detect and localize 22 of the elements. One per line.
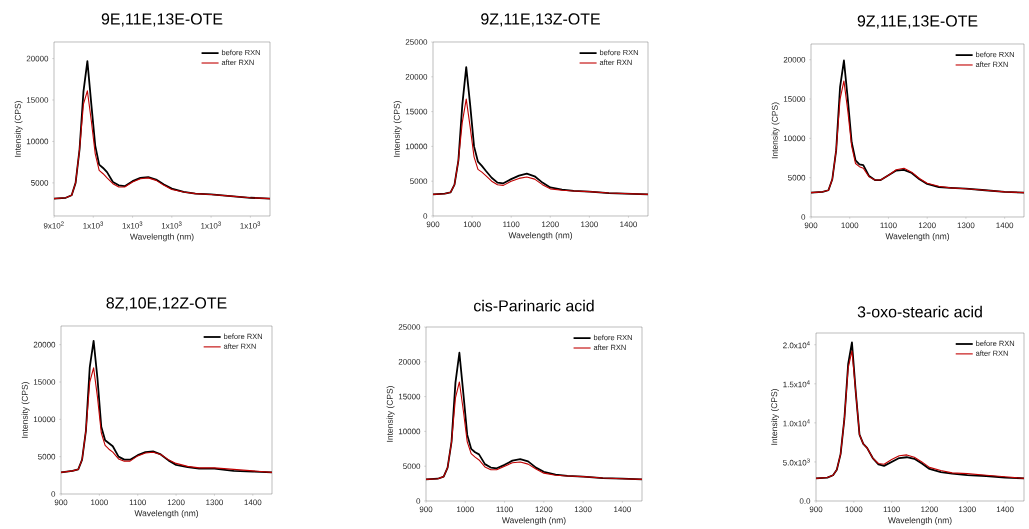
chart-title: 9E,11E,13E-OTE bbox=[101, 13, 223, 27]
line-series bbox=[61, 340, 272, 474]
x-axis-title: Wavelength (nm) bbox=[129, 233, 194, 242]
line-series bbox=[426, 351, 642, 481]
chart-title: 3-oxo-stearic acid bbox=[857, 305, 982, 318]
y-axis-title: Intensity (CPS) bbox=[386, 386, 395, 442]
chart-title: 9Z,11E,13Z-OTE bbox=[481, 13, 600, 27]
x-axis-title: Wavelength (nm) bbox=[501, 517, 566, 525]
line-series bbox=[54, 90, 270, 200]
y-axis-title: Intensity (CPS) bbox=[771, 102, 780, 159]
chart-title: cis-Parinaric acid bbox=[474, 299, 594, 312]
line-series bbox=[811, 80, 1025, 194]
y-axis-title: Intensity (CPS) bbox=[14, 101, 23, 157]
y-axis-title: Intensity (CPS) bbox=[21, 382, 30, 438]
y-axis-title: Intensity (CPS) bbox=[771, 389, 779, 445]
x-axis-title: Wavelength (nm) bbox=[134, 510, 199, 518]
x-axis-title: Wavelength (nm) bbox=[508, 231, 573, 240]
chart-title: 8Z,10E,12Z-OTE bbox=[106, 297, 227, 311]
y-axis-title: Intensity (CPS) bbox=[393, 101, 402, 157]
chart-title: 9Z,11E,13E-OTE bbox=[857, 15, 978, 29]
x-axis-title: Wavelength (nm) bbox=[887, 517, 952, 525]
x-axis-title: Wavelength (nm) bbox=[885, 232, 950, 241]
